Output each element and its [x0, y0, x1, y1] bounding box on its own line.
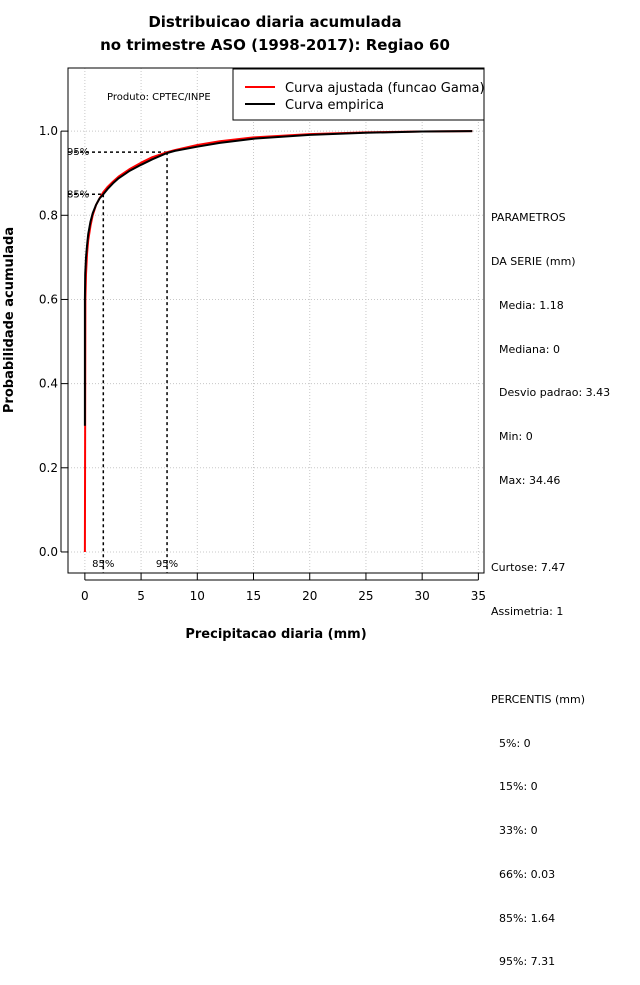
percentile-33: 33%: 0 — [499, 824, 538, 838]
stats-heading-parametros: PARAMETROS — [491, 211, 566, 225]
y-axis-label: Probabilidade acumulada — [2, 227, 17, 413]
chart-title: Distribuicao diaria acumulada — [148, 13, 401, 31]
percentile-85: 85%: 1.64 — [499, 911, 556, 925]
x-axis-label: Precipitacao diaria (mm) — [185, 627, 366, 642]
reference-label-left: 95% — [67, 147, 89, 158]
series-line-empirical — [83, 130, 473, 426]
percentis-heading: PERCENTIS (mm) — [491, 692, 585, 706]
reference-label-bottom: 95% — [156, 559, 178, 570]
percentile-5: 5%: 0 — [499, 736, 531, 750]
y-tick-label: 0.6 — [39, 292, 58, 306]
percentile-95: 95%: 7.31 — [499, 955, 556, 969]
product-label: Produto: CPTEC/INPE — [107, 92, 211, 103]
grid-lines — [68, 68, 484, 573]
x-tick-label: 35 — [471, 589, 486, 603]
x-tick-label: 0 — [81, 589, 89, 603]
plot-frame — [67, 67, 485, 574]
stats-spacer — [491, 649, 637, 664]
legend-box — [232, 68, 485, 121]
y-tick-label: 1.0 — [39, 124, 58, 138]
legend-label-empirical: Curva empirica — [285, 98, 384, 113]
percentile-15: 15%: 0 — [499, 780, 538, 794]
stat-assimetria: Assimetria: 1 — [491, 605, 564, 619]
chart-subtitle: no trimestre ASO (1998-2017): Regiao 60 — [100, 36, 450, 54]
y-tick-label: 0.0 — [39, 545, 58, 559]
x-tick-label: 10 — [190, 589, 205, 603]
y-tick-label: 0.4 — [39, 377, 58, 391]
x-tick-label: 25 — [358, 589, 373, 603]
y-tick-label: 0.2 — [39, 461, 58, 475]
stat-curtose: Curtose: 7.47 — [491, 561, 566, 575]
x-tick-label: 30 — [415, 589, 430, 603]
stats-heading-serie: DA SERIE (mm) — [491, 254, 576, 268]
data-series — [83, 130, 473, 553]
x-tick-label: 5 — [137, 589, 145, 603]
x-axis: 0 5 10 15 20 25 30 35 — [81, 573, 486, 603]
reference-label-bottom: 85% — [92, 559, 114, 570]
reference-label-left: 85% — [67, 189, 89, 200]
percentile-66: 66%: 0.03 — [499, 867, 556, 881]
y-tick-label: 0.8 — [39, 208, 58, 222]
stat-mediana: Mediana: 0 — [499, 342, 560, 356]
stat-min: Min: 0 — [499, 430, 533, 444]
percentile-reference-lines: 85% 85% 95% 95% — [67, 147, 178, 573]
y-axis: 0.0 0.2 0.4 0.6 0.8 1.0 — [39, 124, 68, 559]
legend: Curva ajustada (funcao Gama) Curva empir… — [232, 68, 485, 121]
series-line-fitted — [83, 130, 473, 553]
stats-spacer — [491, 518, 637, 533]
stat-media: Media: 1.18 — [499, 298, 564, 312]
stat-desvio: Desvio padrao: 3.43 — [499, 386, 611, 400]
legend-label-fitted: Curva ajustada (funcao Gama) — [285, 81, 485, 96]
x-tick-label: 15 — [246, 589, 261, 603]
x-tick-label: 20 — [302, 589, 317, 603]
stat-max: Max: 34.46 — [499, 473, 561, 487]
statistics-panel: PARAMETROS DA SERIE (mm) Media: 1.18 Med… — [491, 182, 637, 985]
cumulative-distribution-chart: Distribuicao diaria acumulada no trimest… — [2, 13, 486, 642]
